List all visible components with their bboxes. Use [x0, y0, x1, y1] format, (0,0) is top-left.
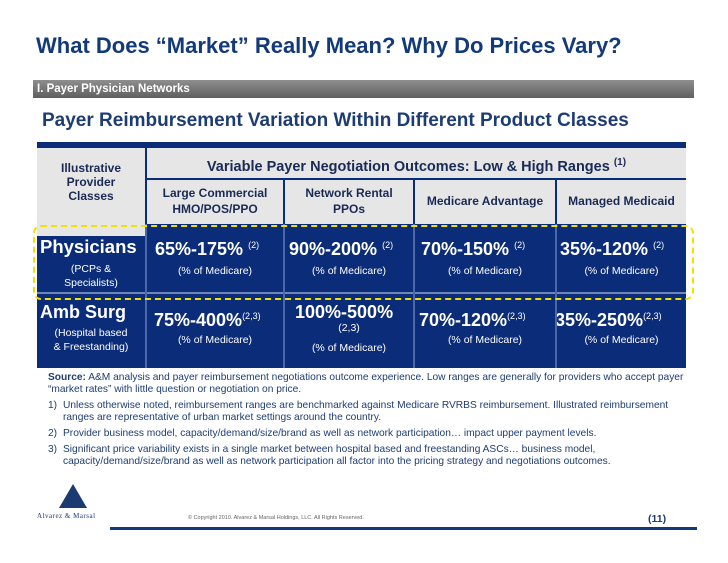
cell-value: 70%-150% — [421, 239, 510, 259]
cell-physicians-network-rental: 90%-200% (2) — [289, 239, 393, 260]
cell-note: (2,3) — [643, 311, 662, 321]
note-text: Provider business model, capacity/demand… — [63, 428, 597, 439]
slide-subtitle: Payer Reimbursement Variation Within Dif… — [42, 110, 629, 131]
col-header-line: Network Rental — [305, 186, 393, 201]
cell-sub: (% of Medicare) — [311, 265, 387, 277]
cell-amb-surg-commercial: 75%-400%(2,3) — [154, 310, 261, 331]
col-header-line: PPOs — [332, 202, 365, 216]
notes: Source: A&M analysis and payer reimburse… — [48, 372, 698, 472]
top-header-note: (1) — [613, 157, 627, 168]
physicians-highlight-box — [33, 225, 694, 300]
cell-physicians-commercial: 65%-175% (2) — [155, 239, 259, 260]
row-sublabel-line: (PCPs & — [70, 263, 112, 275]
footer-rule — [110, 527, 697, 530]
cell-note: (2) — [382, 240, 394, 250]
cell-sub: (% of Medicare) — [447, 334, 523, 346]
col-divider — [413, 224, 415, 368]
cell-amb-surg-managed-medicaid: 35%-250%(2,3) — [555, 310, 662, 331]
cell-amb-surg-medicare-advantage: 70%-120%(2,3) — [419, 310, 526, 331]
note-number: 2) — [48, 428, 58, 439]
note-number: 1) — [48, 400, 58, 411]
logo-text: Alvarez & Marsal — [37, 512, 96, 520]
row-sublabel-amb-surg: (Hospital based & Freestanding) — [37, 326, 145, 354]
col-header-large-commercial: Large Commercial HMO/POS/PPO — [147, 180, 283, 224]
cell-value: 35%-120% — [560, 239, 649, 259]
col-header-line: Managed Medicaid — [568, 194, 675, 209]
row-sublabel-physicians: (PCPs & Specialists) — [37, 262, 145, 290]
cell-note: (2) — [514, 240, 526, 250]
col-header-line: Large Commercial — [162, 186, 268, 201]
source-label: Source: — [48, 372, 86, 383]
cell-amb-surg-network-rental: 100%-500% — [295, 302, 394, 322]
col-header-network-rental: Network Rental PPOs — [285, 180, 413, 224]
corner-line-2: Provider — [66, 174, 116, 189]
source-text: A&M analysis and payer reimbursement neg… — [48, 372, 684, 395]
cell-note: (2,3) — [507, 311, 526, 321]
row-separator — [37, 292, 686, 294]
col-header-line: Medicare Advantage — [426, 194, 544, 209]
cell-note: (2,3) — [242, 311, 261, 321]
logo-triangle-icon — [59, 484, 87, 508]
note-item: 1) Unless otherwise noted, reimbursement … — [48, 400, 698, 424]
col-header-line: HMO/POS/PPO — [172, 202, 258, 216]
cell-sub: (% of Medicare) — [177, 265, 253, 277]
cell-value: 35%-250% — [555, 310, 644, 330]
cell-value: 65%-175% — [155, 239, 244, 259]
cell-value: 70%-120% — [419, 310, 508, 330]
col-header-managed-medicaid: Managed Medicaid — [557, 180, 686, 224]
cell-physicians-medicare-advantage: 70%-150% (2) — [421, 239, 525, 260]
corner-line-3: Classes — [68, 188, 114, 203]
cell-sub: (% of Medicare) — [177, 334, 253, 346]
source-note: Source: A&M analysis and payer reimburse… — [48, 372, 698, 396]
col-divider — [555, 224, 557, 368]
note-text: Significant price variability exists in … — [63, 444, 611, 467]
col-divider — [283, 224, 285, 368]
cell-note: (2,3) — [338, 322, 360, 334]
row-label-amb-surg: Amb Surg — [40, 302, 127, 322]
section-bar: I. Payer Physician Networks — [33, 80, 694, 98]
row-sublabel-line: & Freestanding) — [53, 341, 129, 353]
cell-sub: (% of Medicare) — [311, 342, 387, 354]
cell-value: 90%-200% — [289, 239, 378, 259]
col-header-medicare-advantage: Medicare Advantage — [415, 180, 555, 224]
cell-sub: (% of Medicare) — [584, 334, 659, 346]
note-text: Unless otherwise noted, reimbursement ra… — [63, 400, 669, 423]
page-number: (11) — [648, 513, 667, 525]
corner-header: Illustrative Provider Classes — [37, 148, 145, 236]
cell-sub: (% of Medicare) — [447, 265, 523, 277]
top-header-text: Variable Payer Negotiation Outcomes: Low… — [206, 158, 610, 175]
reimbursement-table: Illustrative Provider Classes Variable P… — [37, 142, 686, 368]
note-number: 3) — [48, 444, 58, 455]
row-label-physicians: Physicians — [40, 236, 137, 257]
cell-note: (2) — [248, 240, 260, 250]
cell-physicians-managed-medicaid: 35%-120% (2) — [560, 239, 664, 260]
cell-sub: (% of Medicare) — [584, 265, 659, 277]
cell-note: (2) — [653, 240, 665, 250]
top-header: Variable Payer Negotiation Outcomes: Low… — [147, 148, 686, 178]
note-item: 3) Significant price variability exists i… — [48, 444, 698, 468]
note-item: 2) Provider business model, capacity/dema… — [48, 428, 698, 440]
copyright: © Copyright 2010. Alvarez & Marsal Holdi… — [188, 515, 364, 521]
corner-line-1: Illustrative — [60, 161, 122, 175]
col-divider — [145, 224, 147, 368]
slide-title: What Does “Market” Really Mean? Why Do P… — [36, 33, 622, 58]
row-sublabel-line: (Hospital based — [54, 327, 128, 339]
row-sublabel-line: Specialists) — [64, 277, 118, 289]
cell-value: 75%-400% — [154, 310, 243, 330]
